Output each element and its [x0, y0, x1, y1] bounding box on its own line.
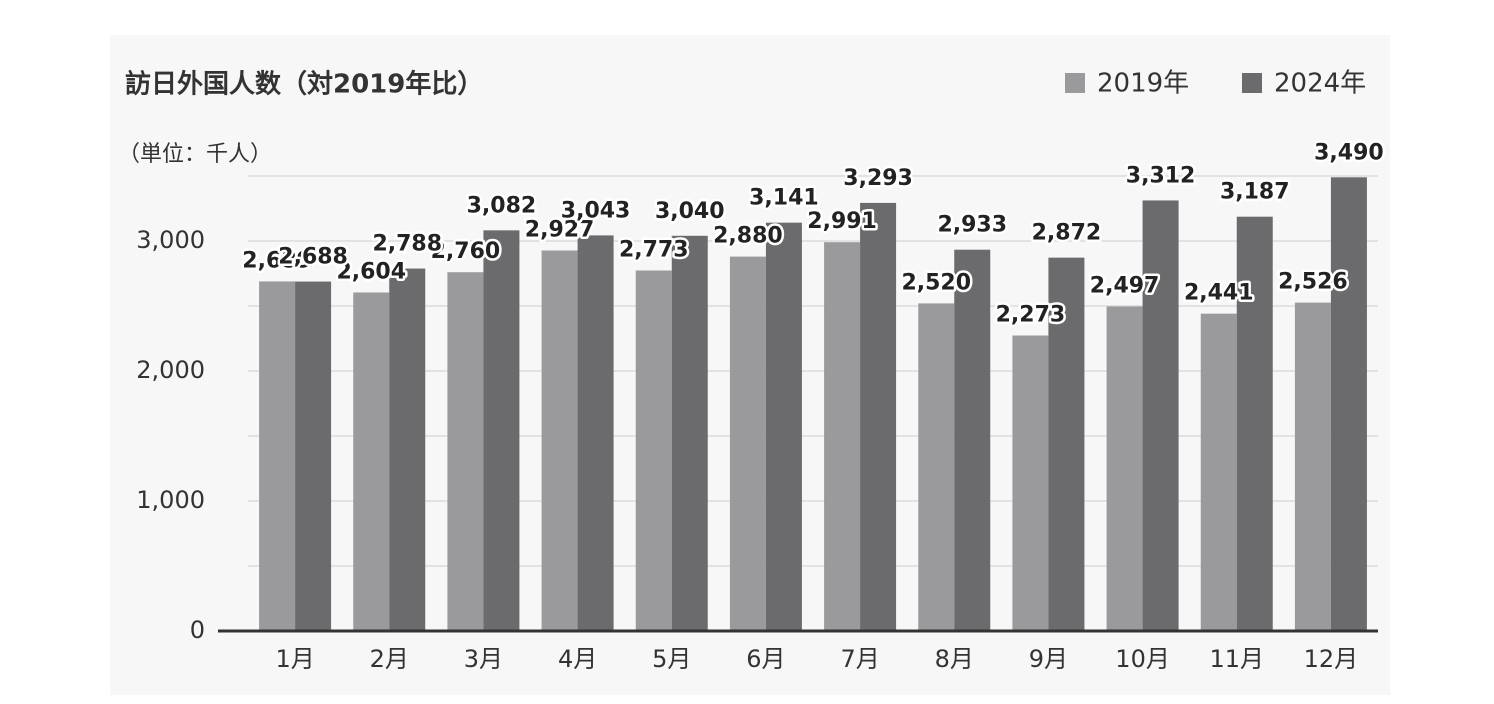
bar: [671, 235, 708, 632]
y-tick-label: 3,000: [136, 226, 205, 254]
x-tick-label: 10月: [1115, 645, 1170, 673]
bar: [483, 230, 520, 631]
bar: [635, 270, 672, 631]
value-label: 2,273: [996, 303, 1066, 328]
bar: [1200, 313, 1237, 631]
value-label: 3,490: [1314, 140, 1384, 165]
x-tick-label: 12月: [1304, 645, 1359, 673]
value-label: 2,760: [431, 239, 501, 264]
chart-title: 訪日外国人数（対2019年比）: [125, 69, 483, 100]
bar: [447, 272, 484, 631]
bar: [389, 268, 426, 631]
x-tick-label: 3月: [464, 645, 503, 673]
value-label: 2,604: [336, 259, 406, 284]
x-tick-label: 4月: [558, 645, 597, 673]
value-label: 2,927: [525, 217, 595, 242]
bar: [577, 235, 614, 631]
bar: [541, 250, 578, 632]
bar: [353, 292, 390, 631]
bar: [860, 202, 897, 631]
legend-label: 2019年: [1097, 69, 1189, 99]
y-tick-label: 2,000: [136, 356, 205, 384]
bar: [295, 281, 332, 631]
value-label: 2,520: [901, 270, 971, 295]
legend-swatch: [1242, 73, 1262, 93]
value-label: 2,688: [278, 245, 348, 270]
x-tick-label: 7月: [840, 645, 879, 673]
bar: [1294, 302, 1331, 631]
value-label: 2,497: [1090, 273, 1160, 298]
value-label: 3,312: [1126, 163, 1196, 188]
value-label: 2,689: [242, 248, 312, 273]
bar: [259, 281, 296, 631]
x-tick-label: 11月: [1209, 645, 1264, 673]
unit-label: （単位：千人）: [118, 142, 272, 167]
value-label: 3,187: [1220, 180, 1290, 205]
bar: [1012, 335, 1049, 631]
bar: [1236, 216, 1273, 631]
value-label: 3,040: [655, 199, 725, 224]
value-label: 2,991: [807, 209, 877, 234]
value-label: 2,933: [937, 213, 1007, 238]
value-label: 2,441: [1184, 281, 1254, 306]
y-tick-label: 0: [190, 616, 205, 644]
legend-label: 2024年: [1274, 69, 1366, 99]
value-label: 3,082: [467, 193, 537, 218]
bar: [1330, 177, 1367, 632]
bar: [954, 249, 991, 631]
legend-swatch: [1065, 73, 1085, 93]
x-tick-label: 6月: [746, 645, 785, 673]
value-label: 2,773: [619, 238, 689, 263]
value-label: 2,788: [372, 232, 442, 257]
bar: [1142, 200, 1179, 631]
x-tick-label: 9月: [1029, 645, 1068, 673]
bar: [1048, 257, 1085, 631]
bar: [1106, 306, 1143, 631]
bar: [918, 303, 955, 631]
value-label: 2,526: [1278, 270, 1348, 295]
bar: [765, 222, 802, 632]
value-label: 3,043: [561, 198, 631, 223]
y-tick-label: 1,000: [136, 486, 205, 514]
bar: [729, 256, 766, 631]
x-tick-label: 8月: [935, 645, 974, 673]
value-label: 3,141: [749, 186, 819, 211]
x-tick-label: 5月: [652, 645, 691, 673]
x-tick-label: 2月: [370, 645, 409, 673]
value-label: 3,293: [843, 166, 913, 191]
bar: [824, 242, 861, 632]
value-label: 2,872: [1032, 221, 1102, 246]
x-tick-label: 1月: [275, 645, 314, 673]
value-label: 2,880: [713, 224, 783, 249]
